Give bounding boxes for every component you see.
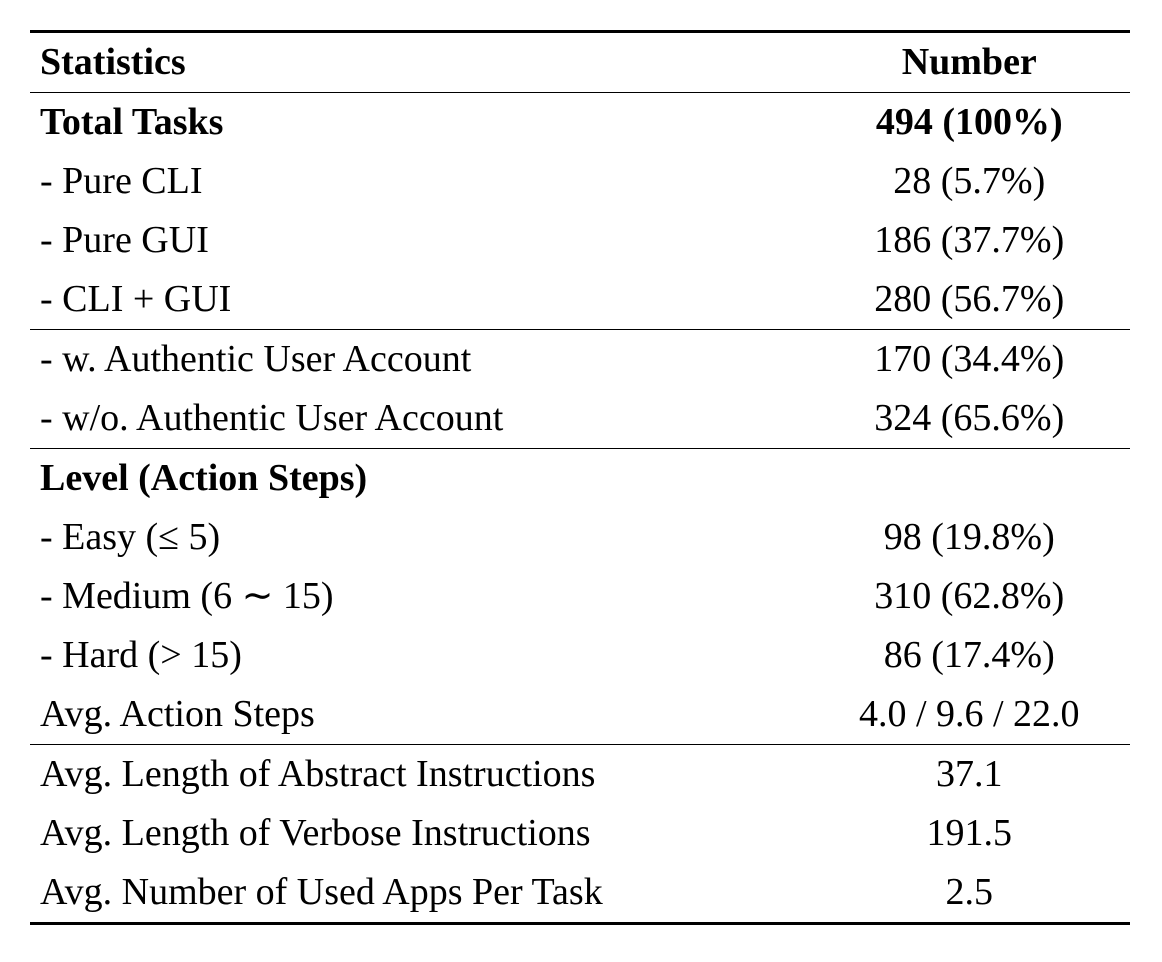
table-row: - Easy (≤ 5) 98 (19.8%) [30,508,1130,567]
section-0-title-row: Total Tasks 494 (100%) [30,93,1130,153]
table-row: - w/o. Authentic User Account 324 (65.6%… [30,389,1130,449]
row-value: 37.1 [809,745,1130,805]
row-label: Avg. Number of Used Apps Per Task [30,863,809,924]
row-label: Avg. Length of Abstract Instructions [30,745,809,805]
row-value: 98 (19.8%) [809,508,1130,567]
row-value: 280 (56.7%) [809,270,1130,330]
row-label: - Easy (≤ 5) [30,508,809,567]
section-2-title-value [809,449,1130,509]
row-label: Avg. Action Steps [30,685,809,745]
row-label: - Pure GUI [30,211,809,270]
row-value: 310 (62.8%) [809,567,1130,626]
statistics-table: Statistics Number Total Tasks 494 (100%)… [30,30,1130,925]
row-label: - Hard (> 15) [30,626,809,685]
table-row: Avg. Length of Verbose Instructions 191.… [30,804,1130,863]
table-row: - CLI + GUI 280 (56.7%) [30,270,1130,330]
table-row: - Medium (6 ∼ 15) 310 (62.8%) [30,567,1130,626]
row-value: 4.0 / 9.6 / 22.0 [809,685,1130,745]
section-2-title-label: Level (Action Steps) [30,449,809,509]
table-row: - w. Authentic User Account 170 (34.4%) [30,330,1130,390]
row-value: 191.5 [809,804,1130,863]
row-value: 170 (34.4%) [809,330,1130,390]
row-label: - Pure CLI [30,152,809,211]
header-col1: Statistics [30,32,809,93]
row-label: - CLI + GUI [30,270,809,330]
row-label: - Medium (6 ∼ 15) [30,567,809,626]
header-row: Statistics Number [30,32,1130,93]
row-value: 28 (5.7%) [809,152,1130,211]
row-value: 2.5 [809,863,1130,924]
row-label: - w. Authentic User Account [30,330,809,390]
header-col2: Number [809,32,1130,93]
table-row: - Pure GUI 186 (37.7%) [30,211,1130,270]
row-value: 186 (37.7%) [809,211,1130,270]
row-value: 324 (65.6%) [809,389,1130,449]
section-0-title-value: 494 (100%) [809,93,1130,153]
row-label: Avg. Length of Verbose Instructions [30,804,809,863]
table-row: - Pure CLI 28 (5.7%) [30,152,1130,211]
table-row: Avg. Action Steps 4.0 / 9.6 / 22.0 [30,685,1130,745]
table-row: - Hard (> 15) 86 (17.4%) [30,626,1130,685]
section-2-title-row: Level (Action Steps) [30,449,1130,509]
section-0-title-label: Total Tasks [30,93,809,153]
table-row: Avg. Number of Used Apps Per Task 2.5 [30,863,1130,924]
row-value: 86 (17.4%) [809,626,1130,685]
row-label: - w/o. Authentic User Account [30,389,809,449]
table-row: Avg. Length of Abstract Instructions 37.… [30,745,1130,805]
